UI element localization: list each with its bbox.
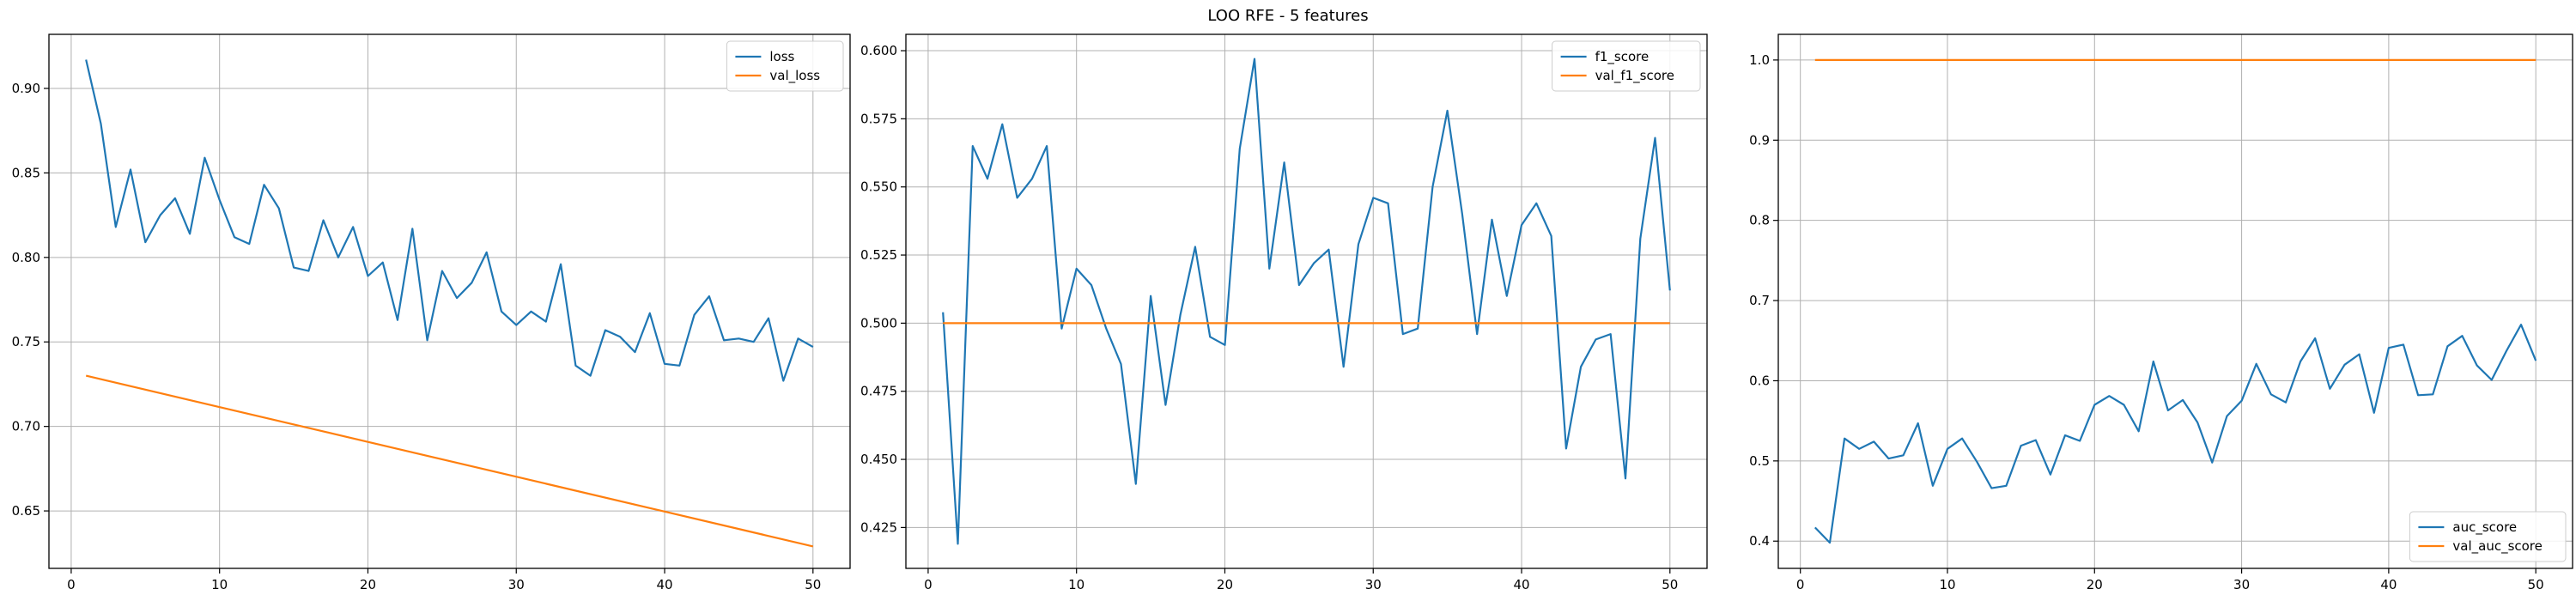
- axes-frame: [1777, 33, 2573, 569]
- legend-box: [1552, 40, 1701, 92]
- legend-entry: auc_score: [2452, 519, 2517, 536]
- y-tick-label: 0.85: [12, 165, 40, 180]
- legend-entry: val_loss: [769, 68, 820, 84]
- legend-entry: loss: [769, 49, 794, 64]
- chart-panel-2: 0 10 20 30 40 50 0.425 0.450 0.475 0.500 0.525 0.55…: [860, 33, 1708, 592]
- legend-box: [726, 40, 844, 92]
- x-tick-label: 10: [1068, 577, 1084, 592]
- y-tick-label: 0.75: [12, 334, 40, 349]
- x-tick-label: 40: [656, 577, 672, 592]
- x-tick-label: 30: [2233, 577, 2250, 592]
- y-tick-label: 0.65: [12, 503, 40, 519]
- y-tick-label: 0.425: [860, 519, 897, 535]
- x-tick-label: 40: [2380, 577, 2397, 592]
- y-tick-label: 0.6: [1749, 373, 1770, 388]
- x-tick-label: 50: [805, 577, 821, 592]
- x-tick-label: 0: [67, 577, 76, 592]
- x-tick-label: 0: [1796, 577, 1805, 592]
- x-tick-label: 20: [1217, 577, 1233, 592]
- y-tick-label: 0.600: [860, 43, 897, 58]
- series-line-loss: [85, 59, 814, 382]
- legend: loss val_loss: [726, 40, 844, 92]
- x-tick-label: 0: [924, 577, 933, 592]
- legend: auc_score val_auc_score: [2409, 511, 2567, 562]
- series-line-f1-score: [942, 58, 1671, 545]
- x-tick-label: 30: [1365, 577, 1382, 592]
- y-tick-label: 0.70: [12, 419, 40, 434]
- y-tick-label: 0.80: [12, 250, 40, 265]
- y-tick-label: 0.500: [860, 315, 897, 331]
- y-tick-label: 0.575: [860, 111, 897, 126]
- y-tick-label: 0.9: [1749, 132, 1770, 148]
- figure-title: LOO RFE - 5 features: [1207, 7, 1369, 25]
- series-line-val-loss: [85, 374, 814, 548]
- y-tick-label: 0.7: [1749, 293, 1770, 308]
- legend-entry: val_f1_score: [1595, 68, 1674, 84]
- y-tick-label: 0.475: [860, 384, 897, 399]
- chart-panel-1: 0 10 20 30 40 50 0.65 0.70 0.75 0.80 0.85 0.90 loss v…: [12, 33, 851, 592]
- x-tick-label: 50: [1662, 577, 1678, 592]
- axes-frame: [905, 33, 1708, 569]
- legend-entry: f1_score: [1595, 49, 1649, 65]
- y-tick-label: 0.4: [1749, 533, 1770, 549]
- x-tick-label: 10: [211, 577, 228, 592]
- y-tick-label: 0.90: [12, 81, 40, 96]
- x-tick-label: 20: [2087, 577, 2103, 592]
- axes-frame: [48, 33, 851, 569]
- y-tick-label: 0.450: [860, 452, 897, 467]
- x-tick-label: 50: [2528, 577, 2544, 592]
- x-tick-label: 10: [1939, 577, 1955, 592]
- y-tick-label: 0.525: [860, 247, 897, 263]
- x-tick-label: 30: [508, 577, 525, 592]
- y-tick-label: 0.5: [1749, 453, 1770, 469]
- legend-entry: val_auc_score: [2452, 538, 2543, 555]
- x-tick-label: 40: [1513, 577, 1529, 592]
- y-tick-label: 0.8: [1749, 213, 1770, 228]
- chart-panel-3: 0 10 20 30 40 50 0.4 0.5 0.6 0.7 0.8 0.9 1.0 auc_scor…: [1749, 33, 2573, 592]
- y-tick-label: 0.550: [860, 179, 897, 195]
- legend-box: [2409, 511, 2567, 562]
- y-tick-label: 1.0: [1749, 52, 1770, 68]
- legend: f1_score val_f1_score: [1552, 40, 1701, 92]
- x-tick-label: 20: [360, 577, 376, 592]
- series-line-auc-score: [1814, 324, 2537, 544]
